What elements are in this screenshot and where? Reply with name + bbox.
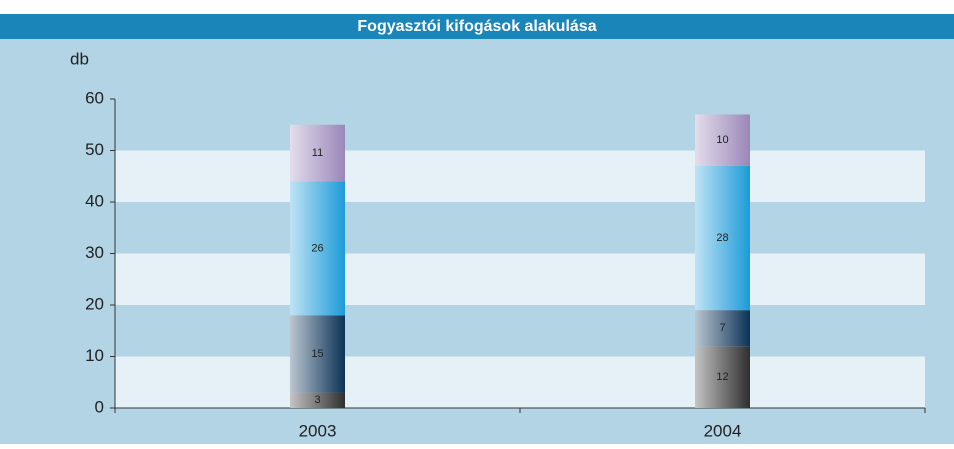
bar-segment (290, 315, 345, 393)
y-axis-label: db (70, 49, 89, 68)
grid-band (115, 202, 925, 254)
y-tick-label: 50 (85, 140, 104, 159)
grid-band (115, 99, 925, 151)
data-label: 12 (716, 371, 728, 383)
y-tick-label: 20 (85, 294, 104, 313)
data-label: 7 (719, 322, 725, 334)
y-tick-label: 40 (85, 191, 104, 210)
grid-band (115, 150, 925, 202)
x-tick-label: 2004 (704, 421, 742, 440)
data-label: 10 (716, 134, 728, 146)
bar-segment (290, 392, 345, 408)
data-label: 3 (314, 394, 320, 406)
grid-band (115, 253, 925, 305)
y-tick-label: 0 (95, 397, 104, 416)
data-label: 28 (716, 232, 728, 244)
data-label: 15 (311, 348, 323, 360)
data-label: 26 (311, 242, 323, 254)
title-bar (0, 14, 954, 39)
chart-title: Fogyasztói kifogások alakulása (357, 18, 596, 35)
grid-band (115, 305, 925, 357)
x-tick-label: 2003 (299, 421, 337, 440)
bar-segment (290, 181, 345, 316)
bar-segment (695, 165, 750, 311)
grid-band (115, 356, 925, 408)
data-label: 11 (312, 147, 323, 159)
y-tick-label: 60 (85, 88, 104, 107)
y-tick-label: 10 (85, 346, 104, 365)
bar-segment (695, 310, 750, 347)
bar-segment (695, 346, 750, 408)
y-tick-label: 30 (85, 243, 104, 262)
bar-segment (695, 114, 750, 166)
bar-segment (290, 124, 345, 182)
